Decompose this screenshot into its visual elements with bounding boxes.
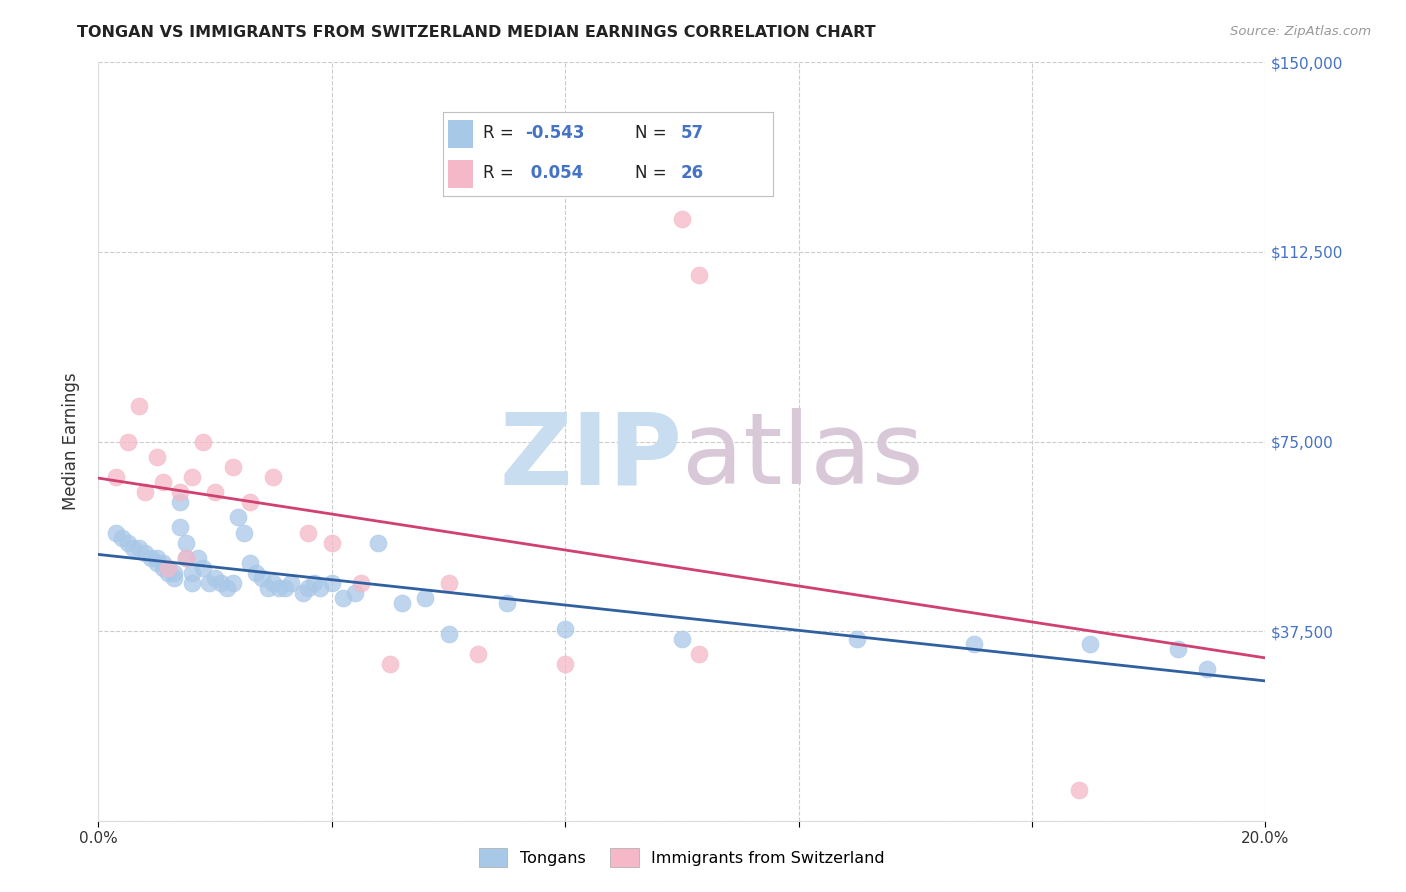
Point (274, 581, 297, 595)
Point (262, 470, 284, 484)
Point (250, 571, 273, 585)
Point (117, 434, 139, 449)
Point (304, 576, 326, 591)
Point (297, 525, 319, 540)
Point (215, 581, 238, 595)
Bar (449, 161, 472, 188)
Point (962, 637, 984, 651)
Bar (449, 120, 472, 147)
Point (163, 571, 186, 585)
Point (139, 550, 162, 565)
Point (128, 399, 150, 413)
Point (117, 535, 139, 549)
Point (1167, 641, 1189, 656)
Legend: Tongans, Immigrants from Switzerland: Tongans, Immigrants from Switzerland (472, 842, 891, 873)
Point (180, 576, 202, 591)
Point (174, 550, 197, 565)
Point (280, 576, 302, 591)
Point (174, 550, 197, 565)
Point (391, 596, 413, 610)
Point (437, 626, 460, 640)
Point (350, 576, 373, 591)
Text: -0.543: -0.543 (526, 124, 585, 142)
Point (187, 550, 209, 565)
Point (291, 586, 314, 600)
Point (157, 561, 180, 575)
Point (163, 566, 186, 580)
Point (321, 535, 343, 549)
Point (1080, 637, 1102, 651)
Point (204, 485, 226, 500)
Point (180, 566, 202, 580)
Point (380, 657, 402, 671)
Text: 26: 26 (681, 164, 704, 182)
Point (157, 566, 180, 580)
Point (413, 591, 436, 606)
Point (157, 561, 180, 575)
Text: atlas: atlas (682, 409, 924, 505)
Point (671, 212, 693, 227)
Point (193, 561, 215, 575)
Text: R =: R = (482, 164, 513, 182)
Point (122, 541, 145, 555)
Text: 57: 57 (681, 124, 704, 142)
Text: ZIP: ZIP (499, 409, 682, 505)
Point (104, 470, 127, 484)
Point (169, 520, 191, 534)
Point (152, 475, 174, 489)
Point (198, 576, 221, 591)
Point (174, 535, 197, 549)
Point (134, 485, 156, 500)
Point (688, 647, 710, 661)
Point (104, 525, 127, 540)
Point (204, 571, 226, 585)
Point (554, 657, 576, 671)
Point (256, 581, 278, 595)
Point (146, 556, 169, 570)
Point (262, 576, 284, 591)
Point (209, 576, 232, 591)
Point (169, 495, 191, 509)
Point (245, 566, 267, 580)
Point (367, 535, 389, 549)
Text: 0.054: 0.054 (526, 164, 583, 182)
Point (332, 591, 354, 606)
Text: N =: N = (634, 164, 666, 182)
Point (671, 632, 693, 646)
Point (146, 550, 169, 565)
Point (128, 541, 150, 555)
Point (344, 586, 367, 600)
Point (146, 450, 169, 464)
Point (297, 581, 319, 595)
Point (221, 459, 243, 474)
Point (321, 576, 343, 591)
Point (180, 470, 202, 484)
Point (239, 495, 262, 509)
Text: N =: N = (634, 124, 666, 142)
Point (169, 485, 191, 500)
Point (846, 632, 869, 646)
Point (239, 556, 262, 570)
Point (437, 576, 460, 591)
Text: R =: R = (482, 124, 513, 142)
Point (221, 576, 243, 591)
Text: Source: ZipAtlas.com: Source: ZipAtlas.com (1230, 25, 1371, 38)
Point (1067, 783, 1090, 797)
Point (152, 556, 174, 570)
Point (134, 546, 156, 560)
Point (193, 434, 215, 449)
Point (228, 510, 250, 524)
Point (269, 581, 291, 595)
Point (554, 622, 576, 636)
Point (152, 561, 174, 575)
Point (309, 581, 332, 595)
Point (1195, 662, 1218, 676)
Point (496, 596, 519, 610)
Point (111, 531, 134, 545)
Point (467, 647, 489, 661)
Y-axis label: Median Earnings: Median Earnings (62, 373, 80, 510)
Point (688, 268, 710, 282)
Point (233, 525, 256, 540)
Text: TONGAN VS IMMIGRANTS FROM SWITZERLAND MEDIAN EARNINGS CORRELATION CHART: TONGAN VS IMMIGRANTS FROM SWITZERLAND ME… (77, 25, 876, 40)
